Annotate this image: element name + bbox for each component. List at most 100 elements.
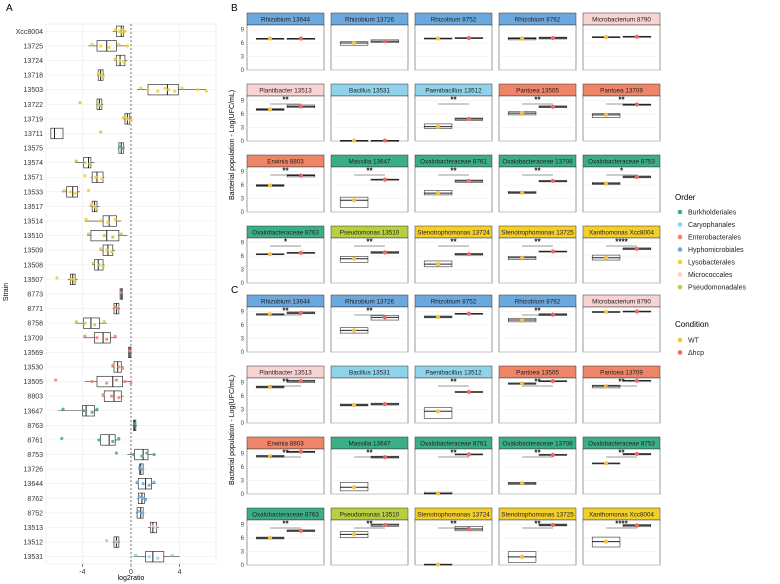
point-13507-2	[73, 279, 77, 283]
panel-b-facet-rhizobium-8762-wt-point	[520, 36, 525, 41]
panel-b-facet-stenotrophomonas-13724-sig-label: **	[450, 238, 457, 247]
panel-b-facet-massilia-13647-title: Massilia 13647	[348, 159, 391, 166]
legend-dot-burkholderiales	[677, 209, 683, 215]
panel-b-facet-rhizobium-13644-ytick-0: 0	[241, 68, 245, 74]
box-13533	[61, 186, 91, 198]
panel-b-facet-rhizobium-8752-plot-area	[414, 24, 493, 71]
point-13724-0	[113, 57, 117, 61]
panel-b-facet-oxalobacteraceae-8753-wt-point	[604, 181, 609, 186]
panel-b-facet-microbacterium-8790-wt-point	[604, 35, 609, 40]
panel-c-facet-pantoea-13505-hcp-point	[550, 379, 556, 384]
strain-label-8753: 8753	[27, 452, 43, 459]
panel-b-facet-oxalobacteraceae-8761-hcp-point	[466, 178, 471, 184]
point-13725-3	[117, 42, 121, 46]
point-13503-8	[204, 89, 208, 93]
panel-c-facet-oxalobacteraceae-13708: Oxalobacteraceae 13708**	[498, 436, 577, 495]
panel-b-facet-stenotrophomonas-13724-wt-point	[436, 262, 441, 267]
panel-b-facet-stenotrophomonas-13724-plot-area	[414, 237, 493, 284]
panel-b-facet-rhizobium-13644-wt-point	[268, 36, 273, 41]
box-body-13510	[90, 230, 120, 242]
point-13503-0	[139, 86, 143, 90]
box-8761	[60, 434, 121, 446]
panel-c-facet-oxalobacteraceae-13708-wt-point	[520, 481, 525, 486]
panel-c-facet-rhizobium-13644: Rhizobium 13644 0 3 6 9 **	[241, 294, 325, 356]
box-8758	[74, 317, 107, 329]
box-13574	[74, 157, 95, 169]
panel-c-facet-erwinia-8803-hcp-point	[298, 449, 303, 454]
point-13512-1	[114, 540, 119, 544]
panel-c-facet-pantoea-13709: Pantoea 13709**	[582, 365, 661, 424]
panel-b-facet-stenotrophomonas-13724-title: Stenotrophomonas 13724	[417, 230, 490, 237]
panel-b-facet-rhizobium-8752-wt-point	[436, 36, 441, 41]
point-13512-0	[105, 539, 109, 543]
point-8758-2	[92, 323, 97, 327]
box-13508	[91, 259, 105, 271]
panel-b-facet-oxalobacteraceae-8761-title: Oxalobacteraceae 8761	[420, 159, 487, 166]
panel-c-facet-oxalobacteraceae-8753: Oxalobacteraceae 8753**	[582, 436, 661, 495]
panel-c-facet-pseudomonas-13510-sig-label: **	[366, 520, 373, 529]
panel-label-a: A	[6, 3, 13, 14]
panel-b-facet-xanthomonas-xcc8004-sig-label: ****	[615, 238, 628, 247]
box-13647	[58, 405, 99, 417]
strain-label-13709: 13709	[24, 335, 44, 342]
point-13726-0	[137, 466, 142, 470]
box-13571	[83, 171, 105, 183]
panel-c-facet-stenotrophomonas-13725-plot-area	[498, 519, 577, 566]
legend-label-enterobacterales: Enterobacterales	[688, 235, 741, 242]
point-13574-1	[83, 161, 87, 165]
panel-b-facet-xanthomonas-xcc8004-wt-point	[604, 255, 609, 260]
point-8762-1	[141, 496, 145, 500]
point-13644-2	[147, 483, 151, 487]
legend-condition-label-0: WT	[688, 338, 700, 345]
legend-order-title: Order	[675, 193, 696, 202]
panel-c-facet-paenibacillus-13512-title: Paenibacillus 13512	[425, 370, 482, 377]
box-8753	[114, 448, 156, 461]
panel-b-facet-massilia-13647: Massilia 13647**	[330, 154, 409, 213]
box-13725	[88, 40, 129, 52]
panel-b-facet-paenibacillus-13512: Paenibacillus 13512**	[414, 83, 493, 142]
strain-label-13531: 13531	[24, 554, 44, 561]
point-13644-3	[152, 480, 156, 484]
panel-b-facet-erwinia-8803-sig-label: **	[282, 167, 289, 176]
strain-label-13571: 13571	[24, 175, 44, 182]
panel-b-facet-massilia-13647-wt-box	[339, 196, 369, 208]
point-13505-3	[114, 378, 119, 382]
box-xcc8004	[112, 25, 127, 37]
panel-b-facet-rhizobium-13644-ytick-6: 6	[241, 41, 245, 47]
point-13509-1	[105, 248, 109, 252]
point-13503-7	[196, 88, 200, 92]
point-13503-6	[180, 86, 184, 90]
point-13510-2	[111, 235, 115, 239]
panel-c-facet-xanthomonas-xcc8004: Xanthomonas Xcc8004****	[582, 507, 661, 566]
point-13719-0	[122, 115, 126, 119]
panel-b-facet-bacillus-13531-hcp-point	[382, 138, 387, 143]
panel-c-facet-xanthomonas-xcc8004-plot-area	[582, 519, 661, 566]
panel-b-facet-oxalobacteraceae-8761-plot-area	[414, 166, 493, 213]
panel-c-facet-pantoea-13709-title: Pantoea 13709	[600, 370, 643, 377]
panel-c-facet-stenotrophomonas-13725-hcp-point	[550, 522, 556, 528]
strain-label-13569: 13569	[24, 350, 44, 357]
panel-c-facet-massilia-13647-sig-label: **	[366, 449, 373, 458]
point-xcc8004-0	[113, 28, 117, 32]
point-13722-2	[99, 104, 103, 108]
point-13505-2	[105, 381, 109, 385]
point-13507-0	[55, 276, 59, 280]
point-13513-0	[150, 524, 154, 528]
box-8803	[101, 390, 124, 402]
panel-b-facet-oxalobacteraceae-13708-sig-label: **	[534, 167, 541, 176]
strain-label-13510: 13510	[24, 233, 44, 240]
box-13505	[54, 375, 133, 388]
panel-b-facet-microbacterium-8790-plot-area	[582, 24, 661, 71]
panel-b-facet-pantoea-13709-sig-label: **	[618, 96, 625, 105]
panel-c-facet-oxalobacteraceae-8763-plot-area	[246, 519, 325, 566]
panel-label-b: B	[231, 3, 238, 14]
panel-c-facet-microbacterium-8790: Microbacterium 8790	[582, 294, 661, 353]
panel-c-facet-rhizobium-13726-title: Rhizobium 13726	[345, 299, 395, 306]
strain-label-13509: 13509	[24, 248, 44, 255]
panel-b-facet-oxalobacteraceae-8763-hcp-point	[298, 250, 303, 255]
panel-c-facet-oxalobacteraceae-8761: Oxalobacteraceae 8761**	[414, 436, 493, 496]
point-13725-4	[125, 44, 129, 48]
point-13514-1	[99, 219, 103, 223]
strain-label-13711: 13711	[24, 131, 43, 138]
legend-label-lysobacterales: Lysobacterales	[688, 260, 735, 267]
